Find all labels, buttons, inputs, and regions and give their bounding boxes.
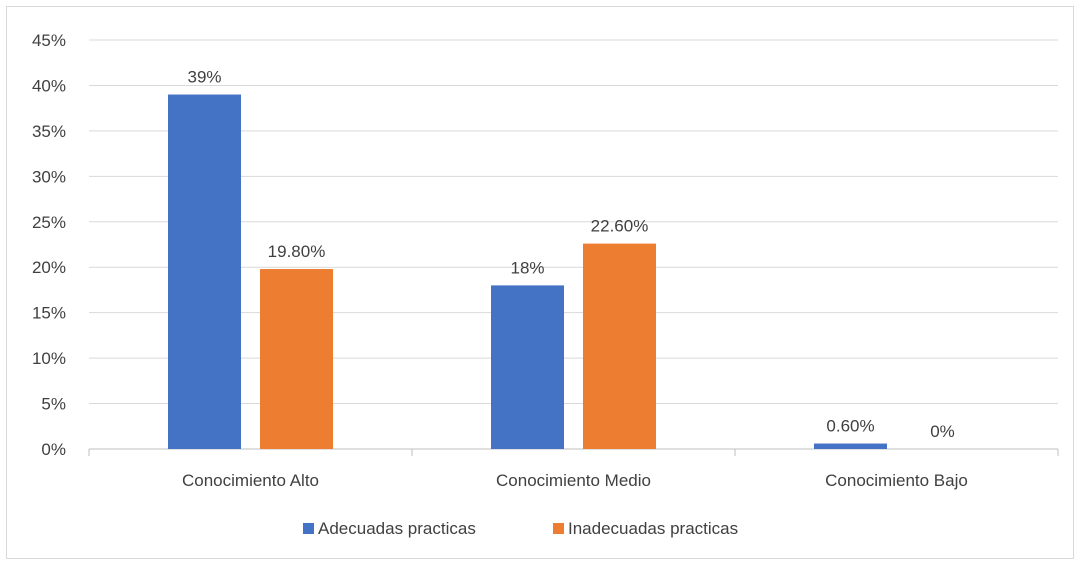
x-category-label: Conocimiento Medio: [496, 471, 651, 490]
data-label: 19.80%: [268, 242, 326, 261]
bar-inadecuadas: [260, 269, 333, 449]
bar-adecuadas: [168, 94, 241, 450]
y-tick-label: 5%: [41, 395, 66, 414]
legend-label: Adecuadas practicas: [318, 519, 476, 538]
y-tick-label: 25%: [32, 213, 66, 232]
y-tick-label: 15%: [32, 304, 66, 323]
y-tick-label: 40%: [32, 76, 66, 95]
legend-swatch: [553, 523, 564, 534]
data-label: 0.60%: [826, 417, 874, 436]
bar-adecuadas: [491, 285, 564, 449]
data-label: 18%: [510, 258, 544, 277]
y-tick-label: 35%: [32, 122, 66, 141]
legend-swatch: [303, 523, 314, 534]
y-tick-label: 45%: [32, 31, 66, 50]
y-tick-label: 20%: [32, 258, 66, 277]
x-category-label: Conocimiento Bajo: [825, 471, 968, 490]
legend-label: Inadecuadas practicas: [568, 519, 738, 538]
y-tick-label: 30%: [32, 167, 66, 186]
bar-inadecuadas: [583, 243, 656, 449]
data-label: 39%: [187, 68, 221, 87]
x-category-label: Conocimiento Alto: [182, 471, 319, 490]
y-tick-label: 10%: [32, 349, 66, 368]
data-label: 0%: [930, 422, 955, 441]
bar-adecuadas: [814, 443, 887, 449]
data-label: 22.60%: [591, 217, 649, 236]
y-tick-label: 0%: [41, 440, 66, 459]
